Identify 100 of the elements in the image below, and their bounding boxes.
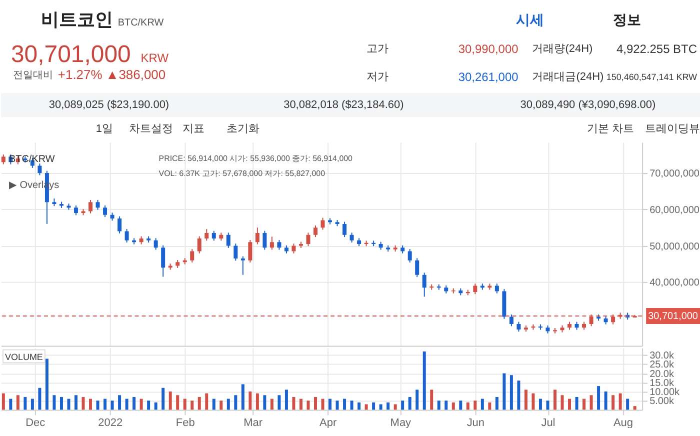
text: 기본 차트 <box>587 123 634 136</box>
bar <box>132 396 136 410</box>
bar <box>524 390 528 410</box>
bar <box>89 398 92 410</box>
candlestick <box>262 230 267 250</box>
text: BTC/KRW <box>118 17 164 28</box>
bar <box>364 404 368 410</box>
text: 정보 <box>613 11 642 28</box>
candlestick <box>494 283 499 294</box>
text: 30,701,000 <box>10 41 131 68</box>
text: 30,261,000 <box>458 70 519 84</box>
candlestick <box>473 283 478 295</box>
bar <box>430 390 434 410</box>
ref-line-label: 30,701,000 <box>648 310 698 322</box>
candlestick <box>240 256 245 276</box>
bar <box>328 398 332 410</box>
y-tick-label: 60,000,000 <box>650 204 700 216</box>
bar <box>517 380 520 410</box>
text: 트레이딩뷰 <box>645 123 700 136</box>
bar <box>452 402 455 410</box>
bar <box>386 402 390 410</box>
candlestick <box>255 227 260 245</box>
bar <box>125 398 128 410</box>
bar <box>74 395 78 410</box>
bar <box>612 395 615 410</box>
bar <box>568 398 572 410</box>
bar <box>582 398 586 410</box>
candlestick <box>190 248 194 264</box>
bar <box>220 400 223 410</box>
bar <box>401 400 404 410</box>
bar <box>394 404 397 410</box>
bar <box>9 398 12 410</box>
text: 저가 <box>366 71 388 84</box>
candlestick <box>342 221 347 238</box>
text: 30,089,025 ($23,190.00) <box>48 99 170 112</box>
bar <box>60 396 63 410</box>
bar <box>299 398 302 410</box>
candlestick <box>509 314 514 327</box>
bar <box>538 398 542 410</box>
candlestick <box>154 238 158 250</box>
bar <box>212 398 216 410</box>
bar <box>488 402 492 410</box>
bar <box>45 358 48 410</box>
bar <box>284 390 288 410</box>
annotation: VOL: 6.37K 고가: 57,678,000 저가: 55,827,000 <box>158 169 326 178</box>
candlestick <box>96 199 100 210</box>
text: 초기화 <box>226 123 260 136</box>
candlestick <box>611 314 616 325</box>
bar <box>248 392 252 410</box>
annotation: PRICE: 56,914,000 시가: 55,936,000 종가: 56,914,000 <box>158 154 354 164</box>
text: 고가 <box>366 43 388 56</box>
text: 비트코인 <box>40 9 113 30</box>
bar <box>350 400 354 410</box>
x-tick-label: 2022 <box>98 417 123 430</box>
bar <box>30 398 34 410</box>
bar <box>226 398 230 410</box>
x-tick-label: Jul <box>541 417 556 430</box>
bar <box>546 400 550 410</box>
annotation: VOLUME <box>5 352 43 362</box>
candlestick <box>88 199 93 214</box>
bar <box>532 393 535 410</box>
bar <box>234 395 238 410</box>
bar <box>263 395 266 410</box>
candlestick <box>197 236 202 254</box>
bar <box>604 392 608 410</box>
candlestick <box>313 224 318 238</box>
bar <box>618 393 622 410</box>
bar <box>104 398 107 410</box>
candlestick <box>74 204 78 216</box>
bar <box>292 396 296 410</box>
candlestick <box>350 232 354 243</box>
bar <box>52 395 56 410</box>
candlestick <box>103 204 108 218</box>
bar <box>437 400 440 410</box>
bar <box>379 404 382 410</box>
bar <box>553 390 556 410</box>
bar <box>422 351 426 410</box>
bar <box>372 402 376 410</box>
x-tick-label: Feb <box>176 417 195 430</box>
bar <box>16 395 20 410</box>
y-tick-label: 40,000,000 <box>650 278 700 289</box>
bar <box>2 393 5 410</box>
bar <box>480 398 484 410</box>
bar <box>176 395 180 410</box>
bar <box>270 398 274 410</box>
bar <box>38 388 42 410</box>
y-tick-label: 50,000,000 <box>650 241 700 252</box>
bar <box>343 398 346 410</box>
candlestick <box>212 230 216 242</box>
y-tick-label: 15.0k <box>650 378 674 389</box>
candlestick <box>118 216 122 234</box>
bar <box>162 388 165 410</box>
text: 30,990,000 <box>458 42 519 56</box>
bar <box>147 400 150 410</box>
text: 시세 <box>516 11 544 28</box>
candlestick <box>408 248 412 264</box>
bar <box>140 398 143 410</box>
bar <box>67 398 70 410</box>
candlestick <box>1 154 6 165</box>
bar <box>314 396 317 410</box>
